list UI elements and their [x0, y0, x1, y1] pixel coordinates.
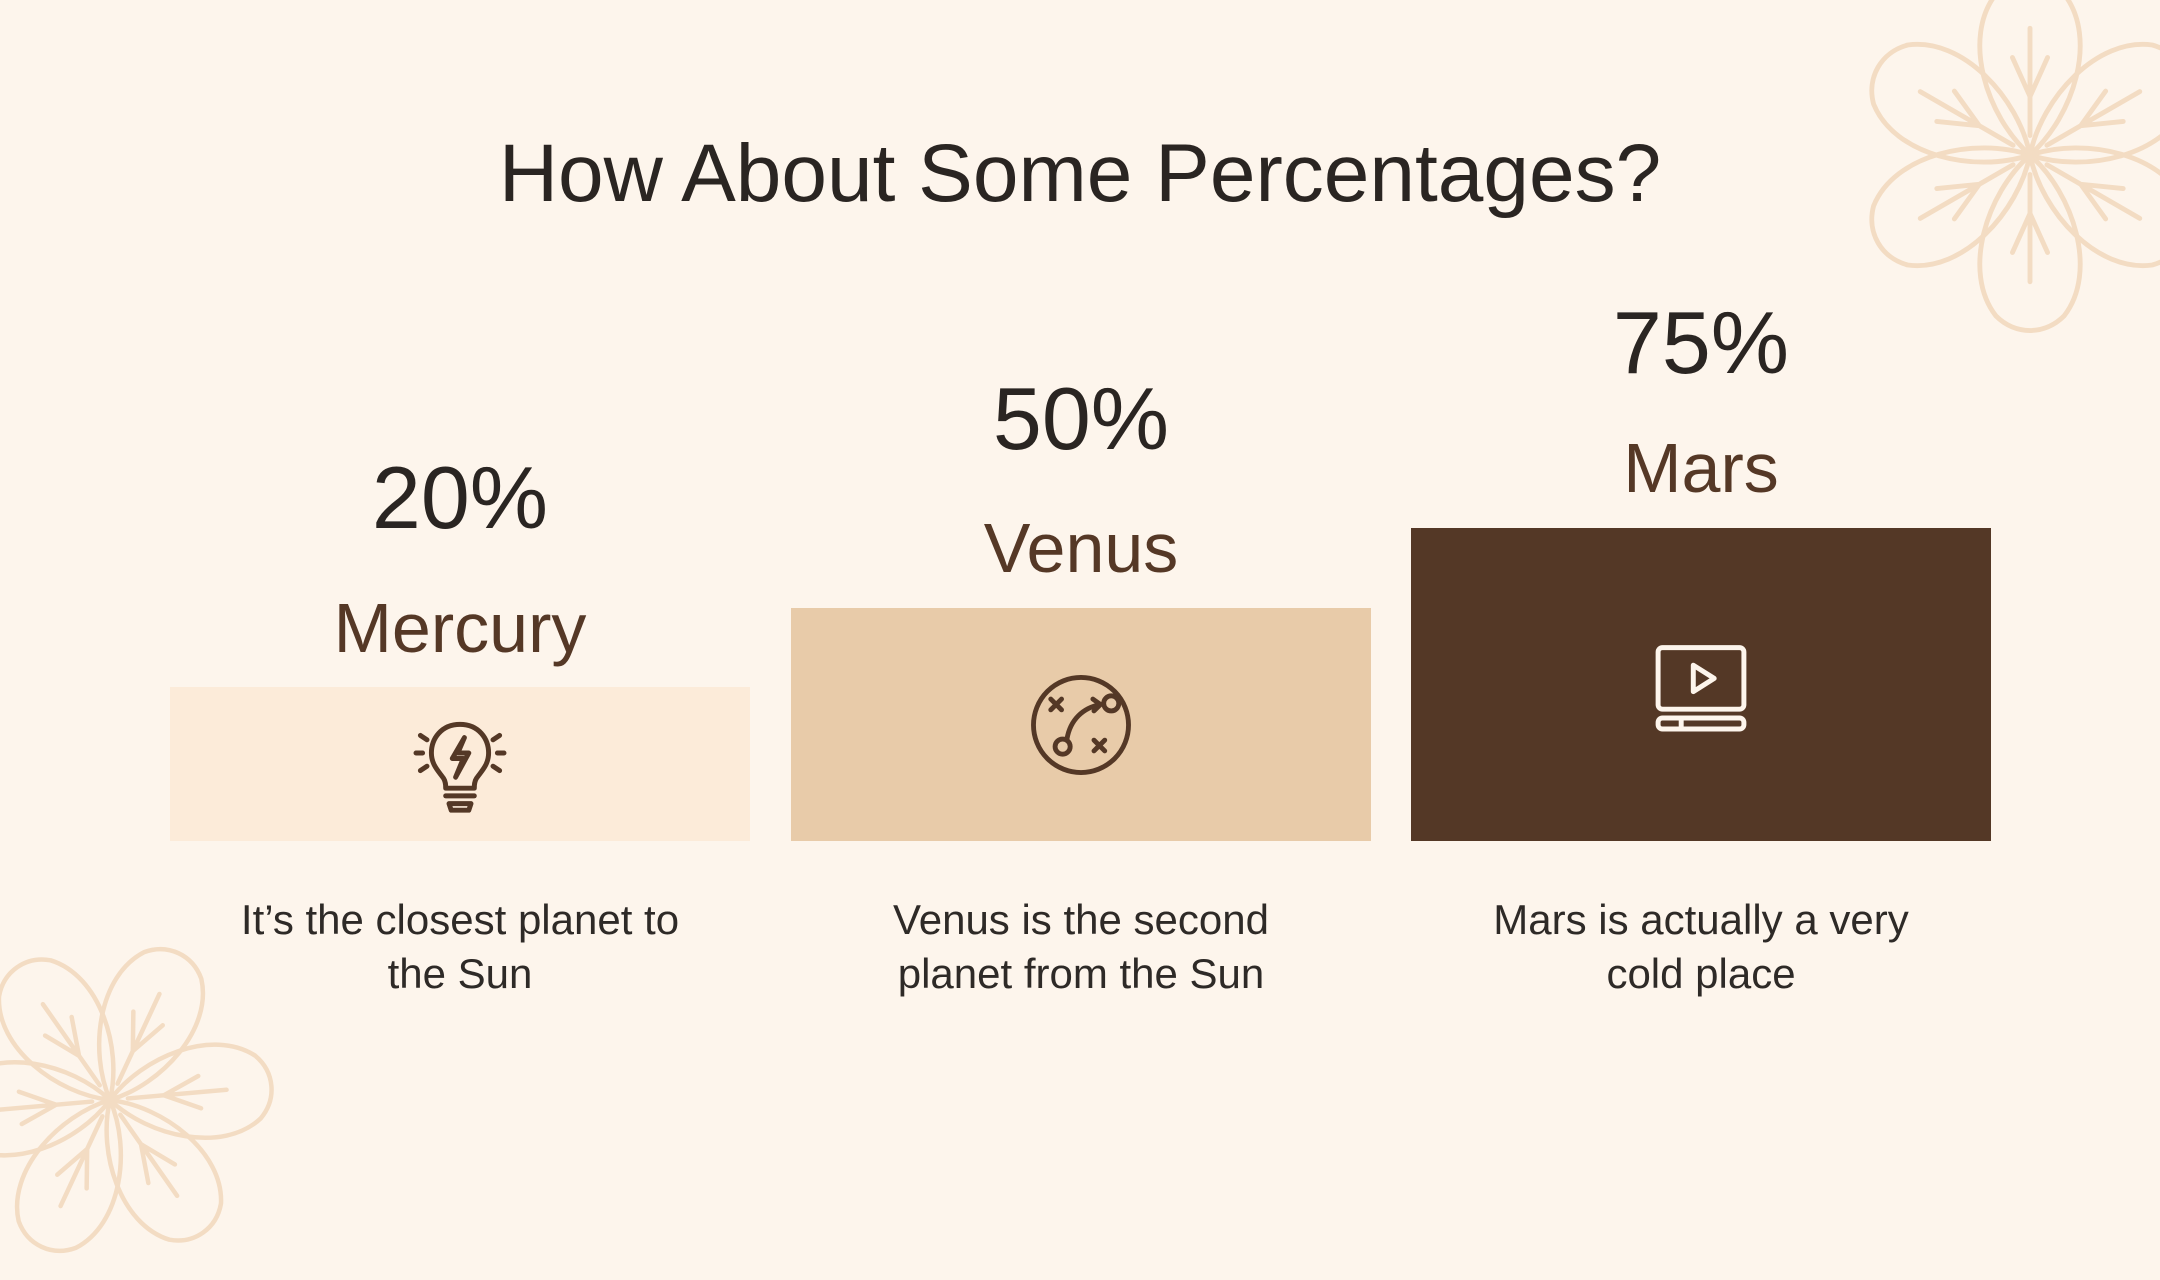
planet-name: Mercury: [333, 589, 587, 667]
lightbulb-icon: [413, 721, 507, 813]
description-line: It’s the closest planet to: [240, 896, 680, 943]
percentage-bar: [1411, 528, 1991, 841]
description-line: Mars is actually a very: [1493, 896, 1909, 943]
description-line: the Sun: [387, 950, 533, 997]
percentage-label: 20%: [371, 448, 549, 547]
planet-description: Venus is the second planet from the Sun: [791, 893, 1371, 1001]
planet-description: It’s the closest planet to the Sun: [170, 893, 750, 1001]
percentage-bar: [791, 608, 1371, 841]
percentage-label: 50%: [992, 369, 1170, 468]
planet-name: Venus: [983, 509, 1179, 587]
slide-title: How About Some Percentages?: [498, 128, 1662, 219]
strategy-icon: [1031, 674, 1131, 775]
planet-name: Mars: [1623, 429, 1779, 507]
description-line: cold place: [1606, 950, 1796, 997]
description-line: planet from the Sun: [897, 950, 1265, 997]
planet-description: Mars is actually a very cold place: [1411, 893, 1991, 1001]
percentage-label: 75%: [1612, 293, 1790, 392]
description-line: Venus is the second: [893, 896, 1269, 943]
video-play-icon: [1655, 644, 1747, 731]
percentage-bar: [170, 687, 750, 841]
